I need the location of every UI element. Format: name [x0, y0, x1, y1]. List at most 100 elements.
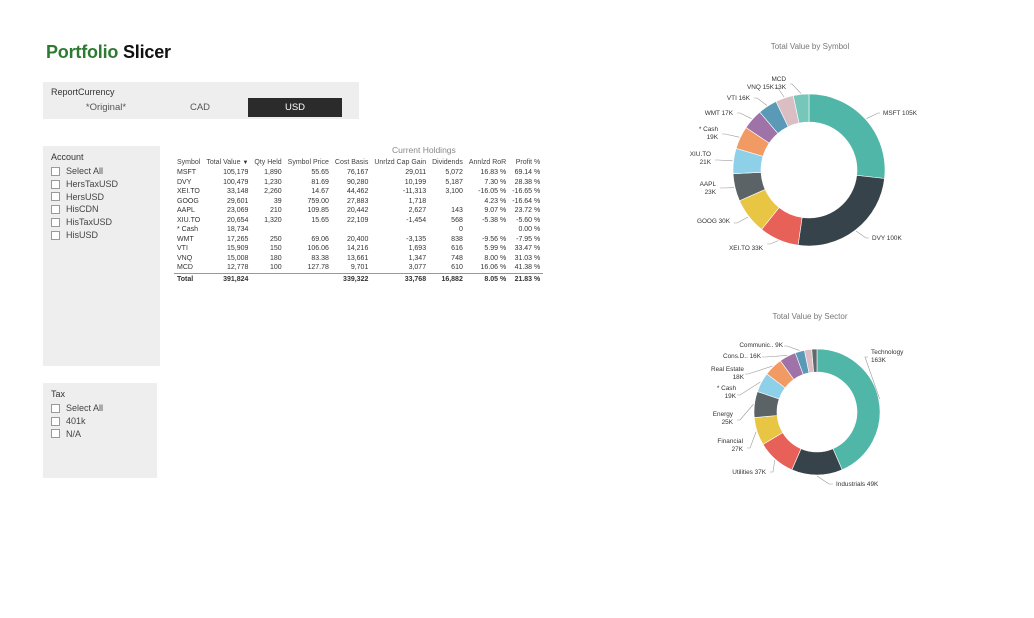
checkbox[interactable] — [51, 179, 60, 189]
table-row[interactable]: * Cash 18,734 0 0.00 % — [174, 225, 543, 235]
checkbox[interactable] — [51, 416, 60, 426]
leader-line — [754, 97, 768, 106]
account-item-select-all[interactable]: Select All — [51, 165, 118, 178]
checkbox[interactable] — [51, 429, 60, 439]
tax-slicer: Tax Select All 401k N/A — [43, 383, 157, 478]
column-header[interactable]: Symbol — [177, 159, 201, 166]
column-header[interactable]: Annlzd RoR — [468, 159, 507, 166]
table-cell: -3,135 — [406, 235, 427, 243]
currency-option-original[interactable]: *Original* — [85, 102, 127, 113]
table-cell: GOOG — [177, 197, 199, 205]
column-header[interactable]: Profit % — [515, 159, 541, 166]
table-cell: 22,109 — [346, 216, 369, 224]
column-header[interactable]: Symbol Price — [287, 159, 329, 166]
currency-option-cad[interactable]: CAD — [189, 102, 211, 113]
checkbox[interactable] — [51, 192, 60, 202]
leader-line — [816, 475, 833, 485]
table-cell: DVY — [177, 178, 192, 186]
table-total-row[interactable]: Total 391,824 339,322 33,768 16,882 8.05 % 21.… — [174, 272, 544, 284]
column-header[interactable]: Unrlzd Cap Gain — [374, 159, 427, 166]
leader-line — [715, 159, 733, 162]
tax-item-select-all[interactable]: Select All — [51, 402, 103, 415]
tax-item-na[interactable]: N/A — [51, 428, 103, 441]
table-row[interactable]: MCD 12,778 100 127.78 9,701 3,077 610 16.06 % 41… — [174, 263, 543, 273]
tax-item-401k[interactable]: 401k — [51, 415, 103, 428]
table-cell: 33,148 — [227, 188, 249, 196]
table-cell: 9.07 % — [484, 207, 507, 215]
table-cell: 15,008 — [227, 254, 249, 262]
table-cell: -5.38 % — [482, 216, 507, 224]
account-slicer-list: Select All HersTaxUSD HersUSD HisCDN His… — [51, 165, 118, 242]
data-label: MSFT 105K — [883, 110, 918, 117]
table-cell: 1,230 — [264, 178, 282, 186]
page-title: Portfolio Slicer — [46, 42, 171, 63]
leader-line — [737, 112, 752, 119]
table-cell: 13,661 — [346, 254, 369, 262]
account-item-hisusd[interactable]: HisUSD — [51, 229, 118, 242]
checkbox[interactable] — [51, 230, 60, 240]
account-item-herstaxusd[interactable]: HersTaxUSD — [51, 178, 118, 191]
column-header[interactable]: Qty Held — [254, 159, 282, 166]
table-cell: 1,347 — [408, 254, 427, 262]
data-label: Utilities 37K — [732, 469, 766, 476]
checkbox[interactable] — [51, 205, 60, 215]
table-cell: XIU.TO — [177, 216, 201, 224]
donut-slice[interactable] — [816, 348, 881, 471]
account-item-hiscdn[interactable]: HisCDN — [51, 203, 118, 216]
table-row[interactable]: VNQ 15,008 180 83.38 13,661 1,347 748 8.00 % 31.… — [174, 254, 543, 264]
currency-option-usd[interactable]: USD — [248, 98, 342, 117]
table-cell: 5,187 — [445, 178, 463, 186]
table-cell: 12,778 — [227, 264, 249, 272]
table-cell: 29,011 — [405, 169, 427, 177]
table-header-row: Symbol Total Value ▼ Qty Held Symbol Pric… — [174, 157, 543, 168]
table-cell: 23.72 % — [514, 207, 541, 215]
data-label: Financial 27K — [717, 438, 743, 453]
table-row[interactable]: WMT 17,265 250 69.06 20,400 -3,135 838 -9.56 % -… — [174, 235, 543, 245]
data-label: GOOG 30K — [697, 218, 731, 225]
table-cell: 81.69 — [311, 178, 329, 186]
account-item-hersusd[interactable]: HersUSD — [51, 191, 118, 204]
holdings-table: Symbol Total Value ▼ Qty Held Symbol Pric… — [174, 157, 544, 284]
table-row[interactable]: MSFT 105,179 1,890 55.65 76,167 29,011 5,072 16… — [174, 168, 543, 178]
table-row[interactable]: DVY 100,479 1,230 81.69 90,280 10,199 5,187 7.3… — [174, 178, 543, 188]
table-cell: 7.30 % — [484, 178, 507, 186]
table-cell: 4.23 % — [484, 197, 507, 205]
leader-line — [737, 381, 761, 396]
table-cell: MCD — [177, 264, 193, 272]
table-row[interactable]: GOOG 29,601 39 759.00 27,883 1,718 4.23 % -16.6… — [174, 197, 543, 207]
data-label: Communic.. 9K — [739, 342, 783, 349]
table-cell: 9,701 — [350, 264, 369, 272]
table-cell: 568 — [451, 216, 463, 224]
table-row[interactable]: VTI 15,909 150 106.06 14,216 1,693 616 5.99 % 33… — [174, 244, 543, 254]
sort-desc-icon[interactable]: ▼ — [242, 160, 249, 166]
leader-line — [790, 83, 802, 94]
account-item-label: Select All — [66, 166, 104, 176]
table-row[interactable]: AAPL 23,069 210 109.85 20,442 2,627 143 9.07 % 2… — [174, 206, 543, 216]
table-cell: 100 — [269, 264, 282, 272]
table-cell: 127.78 — [307, 264, 329, 272]
tax-item-label: N/A — [66, 428, 82, 439]
table-cell: 21.83 % — [509, 272, 544, 284]
donut-slice[interactable] — [811, 348, 818, 373]
table-cell: 27,883 — [346, 197, 369, 205]
donut-slice[interactable] — [792, 93, 810, 124]
data-label: MCD 13K — [771, 76, 786, 91]
checkbox[interactable] — [51, 403, 60, 413]
table-cell: 339,322 — [331, 272, 372, 284]
account-item-histaxusd[interactable]: HisTaxUSD — [51, 216, 118, 229]
column-header[interactable]: Dividends — [432, 159, 463, 166]
table-cell: -16.05 % — [478, 188, 507, 196]
table-row[interactable]: XEI.TO 33,148 2,260 14.67 44,462 -11,313 3,100… — [174, 187, 543, 197]
column-header[interactable]: Total Value ▼ — [206, 159, 249, 166]
table-cell: 76,167 — [346, 169, 369, 177]
checkbox[interactable] — [51, 166, 60, 176]
table-row[interactable]: XIU.TO 20,654 1,320 15.65 22,109 -1,454 568 -5.… — [174, 216, 543, 226]
table-cell: 838 — [451, 235, 463, 243]
column-header[interactable]: Cost Basis — [334, 159, 369, 166]
table-cell: AAPL — [177, 207, 195, 215]
leader-line — [864, 356, 880, 400]
checkbox[interactable] — [51, 218, 60, 228]
table-cell: 616 — [451, 245, 463, 253]
leader-line — [866, 112, 880, 119]
